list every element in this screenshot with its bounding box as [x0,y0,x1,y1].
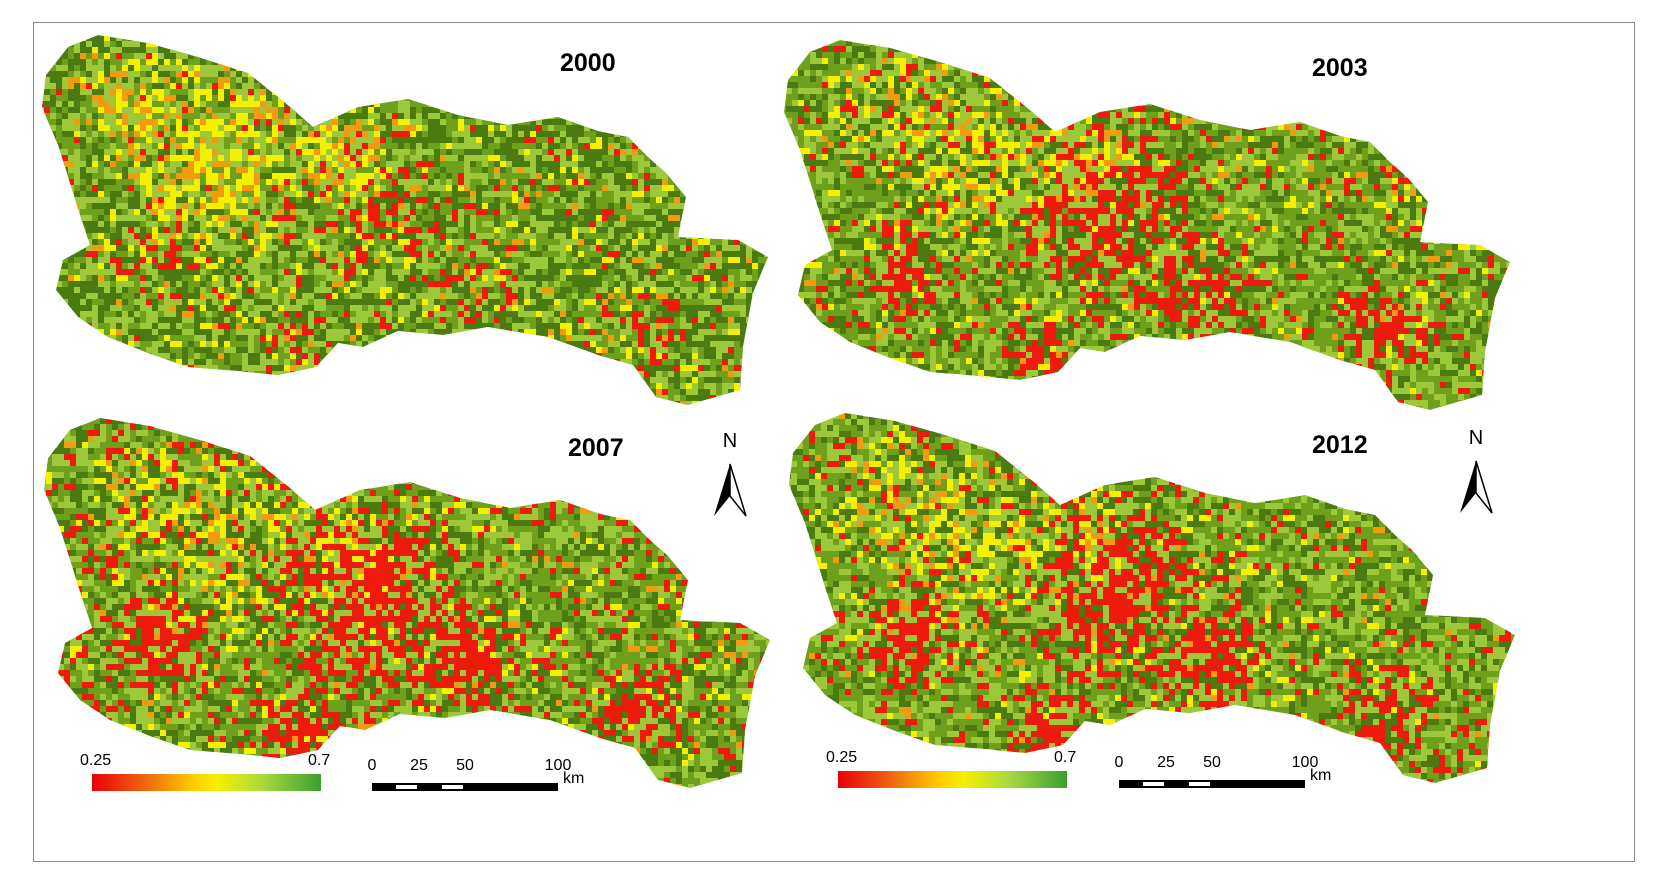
region-map [789,413,1515,783]
scale-tick-label: 100 [545,757,572,775]
north-arrow: N [710,430,750,520]
map-raster [784,40,1510,410]
scale-tick-label: 50 [1203,754,1221,772]
north-arrow: N [1456,427,1496,517]
legend-min-label: 0.25 [80,752,111,770]
legend-max-label: 0.7 [1054,749,1076,767]
scale-bar-graphic [372,783,558,791]
year-label: 2012 [1312,431,1368,460]
color-legend: 0.25 0.7 [80,752,340,794]
map-panel-2007: 2007 [40,418,780,793]
region-map [44,418,770,788]
map-raster [42,35,768,405]
map-panel-2000: 2000 [38,35,778,410]
scale-unit: km [1310,767,1331,785]
north-label: N [710,430,750,453]
map-raster [789,413,1515,783]
scale-tick-label: 25 [410,757,428,775]
legend-color-ramp [838,771,1067,788]
scale-tick-label: 50 [456,757,474,775]
scale-bar-graphic [1119,780,1305,788]
legend-color-ramp [92,774,321,791]
legend-max-label: 0.7 [308,752,330,770]
map-panel-2003: 2003 [780,40,1520,415]
scale-bar: 0 25 50 100 km [368,757,612,797]
year-label: 2000 [560,49,616,78]
region-map [784,40,1510,410]
map-raster [44,418,770,788]
north-label: N [1456,427,1496,450]
color-legend: 0.25 0.7 [826,749,1086,791]
scale-tick-label: 0 [368,757,377,775]
region-map [42,35,768,405]
year-label: 2003 [1312,54,1368,83]
scale-tick-label: 0 [1115,754,1124,772]
north-arrow-icon [714,463,747,517]
legend-min-label: 0.25 [826,749,857,767]
year-label: 2007 [568,434,624,463]
scale-tick-label: 25 [1157,754,1175,772]
figure-frame [33,22,1635,862]
scale-unit: km [563,770,584,788]
map-panel-2012: 2012 [785,413,1525,788]
scale-tick-label: 100 [1292,754,1319,772]
scale-bar: 0 25 50 100 km [1115,754,1359,794]
north-arrow-icon [1460,460,1493,514]
